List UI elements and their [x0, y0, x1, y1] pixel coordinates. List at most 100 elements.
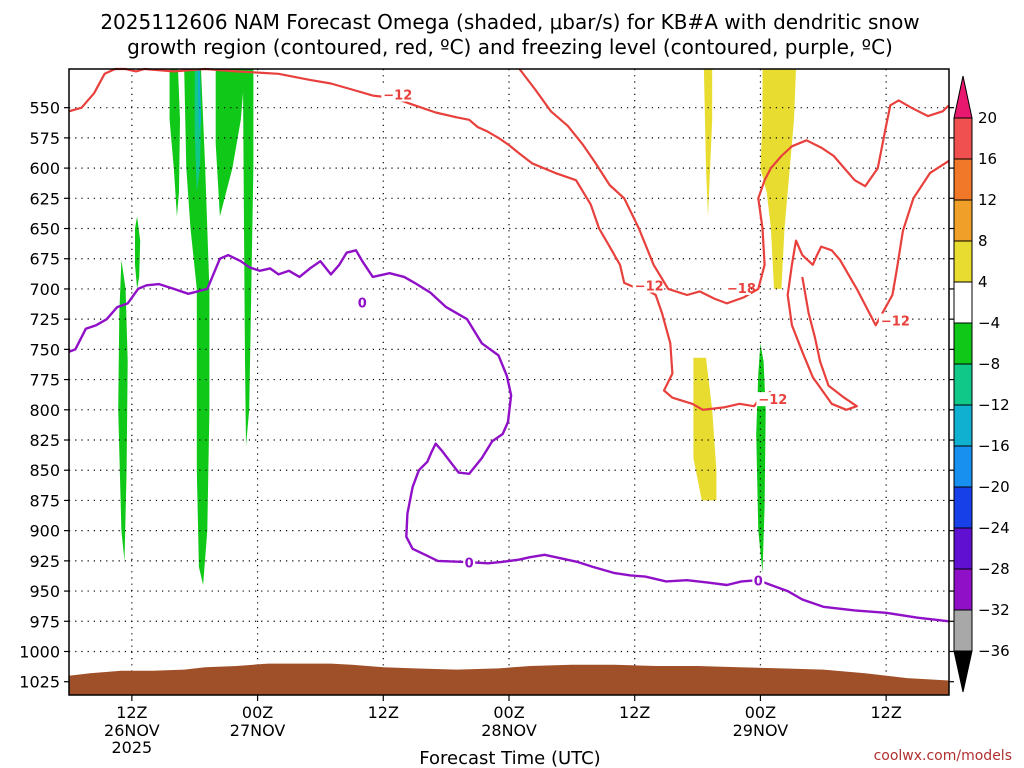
colorbar-tick-0: 20 — [978, 109, 997, 127]
contour-label-bg-3 — [756, 392, 783, 407]
y-tick-label-675: 675 — [29, 250, 60, 269]
contour-label-bg-4 — [878, 313, 905, 328]
colorbar-tick-6: −8 — [978, 355, 1000, 373]
colorbar-tick-7: −12 — [978, 396, 1010, 414]
omega-green-cell-2 — [135, 216, 141, 289]
omega-green-cell-1 — [118, 259, 128, 561]
colorbar-segment-13 — [953, 609, 973, 652]
y-tick-label-625: 625 — [29, 189, 60, 208]
y-tick-label-550: 550 — [29, 99, 60, 118]
plot-area: −12 −12 −18 −12 −12 0 0 0 — [68, 67, 950, 696]
contour-label-red-1: −12 — [635, 280, 664, 295]
y-tick-label-575: 575 — [29, 129, 60, 148]
chart-title-line-2: growth region (contoured, red, ºC) and f… — [127, 35, 893, 59]
colorbar-segment-5 — [953, 281, 973, 324]
y-tick-label-975: 975 — [29, 612, 60, 631]
colorbar-segment-7 — [953, 363, 973, 406]
x-axis-label: Forecast Time (UTC) — [419, 748, 600, 768]
colorbar-tick-8: −16 — [978, 437, 1010, 455]
y-axis-pressure: 550 575 600 625 650 675 700 725 750 775 800 825 850 8… — [19, 99, 954, 692]
freezing-label-bg-0 — [356, 295, 369, 310]
x-tick-label-2: 12Z — [368, 703, 399, 722]
x-tick-label-3: 00Z — [493, 703, 524, 722]
terrain — [69, 663, 949, 695]
colorbar: 20 16 12 8 4 −4 −8 −12 −16 −20 −24 −28 −32 −36 — [953, 75, 1010, 693]
omega-yellow-cell-3 — [693, 357, 717, 501]
y-tick-label-950: 950 — [29, 582, 60, 601]
freezing-label-0: 0 — [358, 296, 367, 311]
colorbar-segment-1 — [953, 117, 973, 160]
terrain-layer — [69, 663, 949, 695]
omega-yellow-cell-1 — [703, 69, 713, 217]
colorbar-tick-2: 12 — [978, 191, 997, 209]
x-tick-sublabel-0-0: 26NOV — [104, 721, 160, 740]
contour-label-red-0: −12 — [383, 89, 412, 104]
y-tick-label-875: 875 — [29, 491, 60, 510]
colorbar-segment-8 — [953, 404, 973, 447]
chart-title-line-1: 2025112606 NAM Forecast Omega (shaded, μ… — [100, 10, 919, 34]
colorbar-tick-5: −4 — [978, 314, 1000, 332]
contour-label-bg-2 — [724, 280, 751, 295]
x-tick-label-4: 12Z — [619, 703, 650, 722]
colorbar-segment-12 — [953, 568, 973, 611]
freezing-level-contour — [68, 249, 950, 623]
y-tick-label-850: 850 — [29, 461, 60, 480]
contour-label-bg-0 — [381, 87, 408, 102]
y-tick-label-775: 775 — [29, 371, 60, 390]
y-tick-label-750: 750 — [29, 340, 60, 359]
freezing-label-bg-2 — [752, 573, 765, 588]
freezing-label-2: 0 — [754, 574, 763, 589]
y-tick-label-1025: 1025 — [19, 673, 60, 692]
x-tick-sublabel-5-0: 29NOV — [733, 721, 789, 740]
colorbar-top-arrow — [953, 75, 973, 119]
y-tick-label-1000: 1000 — [19, 642, 60, 661]
y-tick-label-825: 825 — [29, 431, 60, 450]
colorbar-segment-6 — [953, 322, 973, 365]
y-tick-label-600: 600 — [29, 159, 60, 178]
x-tick-label-0: 12Z — [116, 703, 147, 722]
colorbar-tick-3: 8 — [978, 232, 988, 250]
colorbar-tick-11: −28 — [978, 560, 1010, 578]
omega-green-cell-3 — [169, 69, 180, 217]
dendritic-contour-upper-left — [68, 67, 374, 113]
y-tick-label-925: 925 — [29, 552, 60, 571]
colorbar-tick-9: −20 — [978, 478, 1010, 496]
x-tick-sublabel-1-0: 27NOV — [230, 721, 286, 740]
y-tick-label-800: 800 — [29, 401, 60, 420]
dendritic-contour-lower-right — [786, 159, 950, 411]
colorbar-segment-9 — [953, 445, 973, 488]
x-tick-label-1: 00Z — [242, 703, 273, 722]
y-tick-label-900: 900 — [29, 522, 60, 541]
y-tick-label-650: 650 — [29, 220, 60, 239]
x-tick-label-5: 00Z — [745, 703, 776, 722]
omega-blue-cell-1 — [197, 69, 201, 132]
colorbar-tick-1: 16 — [978, 150, 997, 168]
contour-layer: −12 −12 −18 −12 −12 0 0 0 — [68, 67, 950, 623]
x-tick-sublabel-0-1: 2025 — [111, 738, 152, 757]
colorbar-segment-10 — [953, 486, 973, 529]
colorbar-segment-4 — [953, 240, 973, 283]
contour-label-red-2: −18 — [727, 282, 756, 297]
colorbar-segment-2 — [953, 158, 973, 201]
omega-green-cell-5 — [215, 69, 245, 217]
omega-yellow-cell-2 — [760, 69, 796, 289]
x-tick-sublabel-3-0: 28NOV — [481, 721, 537, 740]
colorbar-bottom-arrow — [953, 650, 973, 693]
colorbar-segment-3 — [953, 199, 973, 242]
dendritic-contour-main — [372, 94, 772, 411]
y-tick-label-725: 725 — [29, 310, 60, 329]
contour-label-bg-1 — [632, 278, 659, 293]
grid-layer — [69, 69, 949, 695]
y-tick-label-700: 700 — [29, 280, 60, 299]
colorbar-tick-4: 4 — [978, 273, 988, 291]
contour-label-red-4: −12 — [881, 315, 910, 330]
dendritic-contour-upper-right — [518, 68, 950, 305]
x-tick-label-6: 12Z — [870, 703, 901, 722]
omega-green-cell-6 — [242, 69, 254, 447]
colorbar-segment-11 — [953, 527, 973, 570]
contour-label-red-3: −12 — [758, 393, 787, 408]
credit-text: coolwx.com/models — [874, 748, 1012, 764]
colorbar-tick-12: −32 — [978, 601, 1010, 619]
